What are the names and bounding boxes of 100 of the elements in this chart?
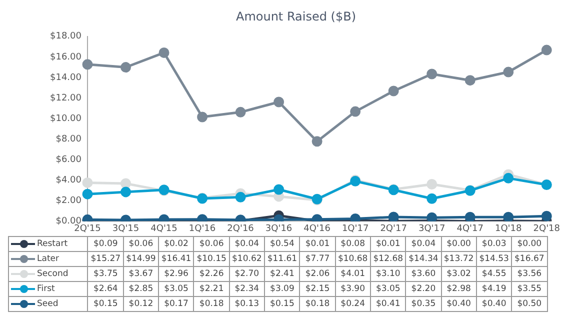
data-label: $7.77 [300, 252, 336, 266]
data-label: $0.17 [158, 296, 194, 312]
point [274, 184, 284, 195]
point [120, 62, 132, 73]
x-tick-label: 2Q'17 [380, 224, 407, 234]
point [541, 44, 552, 56]
point [82, 59, 93, 70]
y-tick-label: $12.00 [50, 93, 82, 104]
y-tick-label: $2.00 [56, 196, 82, 206]
point [235, 106, 246, 118]
legend-label: Second [37, 269, 68, 279]
x-tick-label: 1Q'16 [188, 224, 216, 234]
data-label: $3.55 [512, 282, 548, 296]
data-label: $2.06 [300, 266, 336, 282]
data-label: $0.15 [264, 296, 300, 312]
data-label: $0.12 [123, 296, 159, 312]
data-label: $0.24 [335, 296, 370, 312]
data-label: $3.09 [264, 282, 300, 296]
data-label: $0.54 [264, 236, 300, 252]
data-label: $4.55 [476, 266, 512, 282]
data-label: $0.41 [370, 296, 406, 312]
x-tick-label: 2Q'16 [227, 224, 254, 234]
data-label: $4.01 [335, 266, 370, 282]
data-label: $0.04 [406, 236, 442, 252]
data-label: $3.05 [158, 282, 194, 296]
legend-label: Restart [37, 239, 68, 249]
point [426, 193, 438, 204]
data-label: $16.41 [158, 252, 194, 266]
data-label: $2.64 [88, 282, 124, 296]
data-label: $0.00 [441, 236, 476, 252]
point [541, 210, 552, 222]
point [503, 212, 514, 222]
x-tick-label: 3Q'16 [265, 224, 292, 234]
data-label: $3.02 [441, 266, 476, 282]
point [312, 136, 322, 147]
data-label: $2.96 [158, 266, 194, 282]
point [82, 188, 93, 200]
data-label: $0.35 [406, 296, 442, 312]
data-label: $0.00 [512, 236, 548, 252]
point [388, 212, 399, 222]
x-tick-label: 4Q'15 [150, 224, 178, 234]
data-label: $13.72 [441, 252, 476, 266]
data-label: $3.67 [123, 266, 159, 282]
data-label: $2.98 [441, 282, 476, 296]
point [503, 172, 514, 184]
point [158, 47, 170, 58]
x-tick-label: 3Q'17 [418, 224, 446, 234]
legend-label: Later [37, 254, 60, 264]
data-label: $12.68 [370, 252, 406, 266]
data-label: $0.01 [370, 236, 406, 252]
data-label: $0.08 [335, 236, 370, 252]
legend-label: Seed [37, 299, 58, 309]
data-label: $15.27 [88, 252, 124, 266]
data-label: $2.34 [229, 282, 265, 296]
data-label: $3.56 [512, 266, 548, 282]
point [82, 177, 93, 188]
data-label: $3.05 [370, 282, 406, 296]
data-label: $11.61 [264, 252, 300, 266]
data-label: $14.53 [476, 252, 512, 266]
data-label: $0.13 [229, 296, 265, 312]
data-label: $10.15 [194, 252, 230, 266]
data-label: $2.41 [264, 266, 300, 282]
x-tick-label: 4Q'16 [304, 224, 331, 234]
data-label: $0.06 [194, 236, 230, 252]
point [426, 68, 438, 80]
x-tick-label: 3Q'15 [112, 224, 140, 234]
data-label: $2.85 [123, 282, 159, 296]
data-label: $2.21 [194, 282, 230, 296]
data-label: $10.62 [229, 252, 265, 266]
data-label: $0.04 [229, 236, 265, 252]
x-tick-label: 4Q'17 [456, 224, 484, 234]
data-label: $2.26 [194, 266, 230, 282]
x-tick-label: 1Q'17 [342, 224, 369, 234]
point [120, 186, 132, 198]
data-label: $2.70 [229, 266, 265, 282]
data-label: $0.40 [476, 296, 512, 312]
x-tick-label: 2Q'15 [74, 224, 101, 234]
data-label: $14.99 [123, 252, 159, 266]
y-tick-label: $16.00 [50, 52, 82, 62]
point [426, 178, 438, 190]
y-tick-label: $4.00 [56, 175, 82, 186]
data-label: $0.50 [512, 296, 548, 312]
y-tick-label: $6.00 [56, 154, 82, 165]
data-label: $10.68 [335, 252, 370, 266]
data-label: $2.15 [300, 282, 336, 296]
point [235, 192, 246, 202]
data-label: $3.90 [335, 282, 370, 296]
y-tick-label: $8.00 [56, 134, 82, 144]
point [426, 212, 438, 222]
data-label: $0.06 [123, 236, 159, 252]
x-tick-label: 1Q'18 [494, 224, 522, 234]
data-label: $0.01 [300, 236, 336, 252]
data-label: $0.03 [476, 236, 512, 252]
data-label: $0.09 [88, 236, 124, 252]
data-label: $0.18 [194, 296, 230, 312]
data-label: $3.75 [88, 266, 124, 282]
point [464, 75, 476, 86]
data-label: $0.18 [300, 296, 336, 312]
data-label: $14.34 [406, 252, 442, 266]
point [388, 86, 399, 96]
